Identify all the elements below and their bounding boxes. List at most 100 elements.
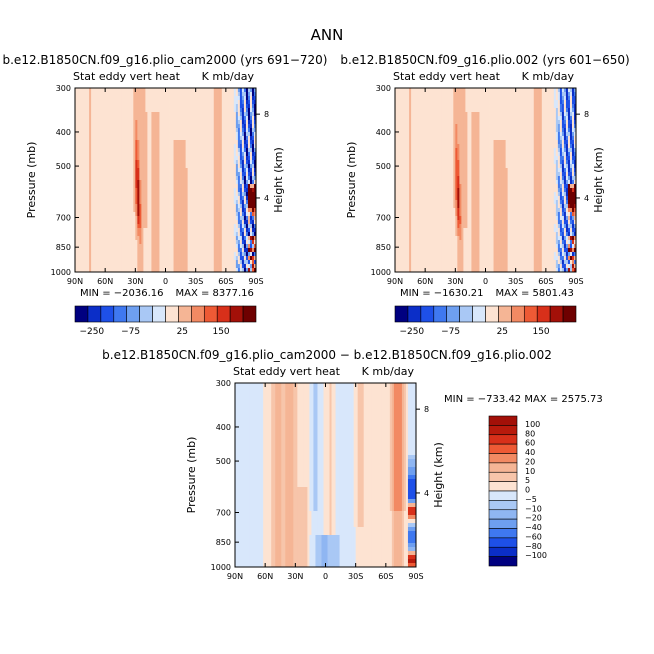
panel1-cell — [109, 200, 112, 205]
panel1-cell — [187, 188, 191, 193]
panel1-cell — [83, 216, 86, 221]
panel1-cell — [131, 228, 134, 233]
panel1-cell — [169, 176, 172, 181]
panel1-cell — [157, 252, 160, 257]
panel1-cell — [179, 100, 182, 105]
panel2-cell — [551, 116, 555, 121]
panel1-cell — [109, 188, 112, 193]
panel1-cell — [105, 268, 108, 273]
panel1-cell — [161, 264, 164, 269]
panel2-cell — [437, 100, 440, 105]
panel1-cell — [173, 268, 176, 273]
panel2-cell — [569, 100, 573, 105]
panel1-cell — [197, 116, 201, 121]
panel1-cell — [219, 184, 223, 189]
panel1-cell — [129, 164, 132, 169]
panel1-cell — [135, 204, 138, 209]
panel1-cell — [191, 148, 195, 153]
panel1-cell — [227, 224, 231, 229]
panel1-cell — [227, 112, 231, 117]
panel1-cell — [111, 140, 114, 145]
panel2-cell — [465, 104, 468, 109]
panel1-cell — [155, 104, 158, 109]
panel1-cell — [161, 152, 164, 157]
panel1-cell — [233, 180, 237, 185]
panel1-cell — [183, 180, 187, 185]
panel1-cell — [115, 140, 118, 145]
panel1-cell — [77, 264, 80, 269]
panel1-cell — [239, 136, 243, 141]
panel1-cell — [165, 268, 168, 273]
panel2-cell — [493, 100, 496, 105]
panel1-cell — [193, 100, 197, 105]
panel1-cell — [237, 164, 241, 169]
panel2-cell — [475, 104, 478, 109]
panel1-cell — [143, 256, 146, 261]
panel2-cell — [461, 104, 464, 109]
panel1-cell — [125, 152, 128, 157]
panel1-cell — [193, 132, 197, 137]
panel1-cell — [79, 180, 82, 185]
panel1-cell — [195, 224, 199, 229]
panel1-cell — [89, 180, 92, 185]
panel1-cell — [77, 144, 80, 149]
panel1-cell — [203, 260, 207, 265]
panel1-cell — [119, 92, 122, 97]
panel1-cell — [225, 188, 229, 193]
panel1-cell — [77, 112, 80, 117]
panel1-cell — [129, 92, 132, 97]
panel1-cell — [253, 216, 257, 221]
panel1-cell — [241, 224, 245, 229]
panel2-cell — [515, 104, 519, 109]
panel1-cell — [87, 200, 90, 205]
panel2-cell — [407, 112, 410, 117]
panel1-cell — [203, 224, 207, 229]
panel2-cell — [559, 92, 563, 97]
panel1-cell — [187, 164, 191, 169]
panel1-cell — [103, 256, 106, 261]
panel1-cell — [141, 128, 144, 133]
panel1-cell — [79, 216, 82, 221]
panel1-cell — [97, 204, 100, 209]
panel2-cell — [505, 88, 509, 93]
panel1-cell — [161, 256, 164, 261]
panel1-cell — [205, 148, 209, 153]
panel1-cell — [219, 116, 223, 121]
panel1-cell — [99, 176, 102, 181]
panel1-cell — [145, 268, 148, 273]
panel1-cell — [229, 88, 233, 93]
panel1-cell — [197, 156, 201, 161]
panel1-cell — [189, 140, 193, 145]
panel1-cell — [79, 204, 82, 209]
panel1-cell — [171, 108, 174, 113]
panel1-cell — [185, 244, 189, 249]
panel1-cell — [193, 180, 197, 185]
panel1-cell — [249, 252, 253, 257]
panel2-cell — [543, 96, 547, 101]
panel1-cell — [175, 168, 178, 173]
panel2-cell — [409, 96, 412, 101]
panel1-cell — [193, 176, 197, 181]
panel1-cell — [123, 108, 126, 113]
panel1-cell — [203, 252, 207, 257]
panel1-cell — [149, 256, 152, 261]
panel1-cell — [123, 188, 126, 193]
panel2-cell — [553, 100, 557, 105]
panel1-cell — [97, 108, 100, 113]
panel1-cell — [243, 172, 247, 177]
panel1-cell — [191, 192, 195, 197]
panel1-cell — [229, 200, 233, 205]
panel-1: b.e12.B1850CN.f09_g16.plio_cam2000 (yrs … — [3, 53, 328, 337]
panel1-cell — [167, 128, 170, 133]
panel1-cell — [237, 184, 241, 189]
panel1-cell — [117, 112, 120, 117]
panel1-cell — [127, 172, 130, 177]
panel1-cell — [233, 208, 237, 213]
panel2-cell — [493, 120, 496, 125]
panel1-cell — [135, 180, 138, 185]
panel1-cell — [201, 220, 205, 225]
panel1-cell — [133, 88, 136, 93]
panel1-cell — [139, 148, 142, 153]
panel2-cell — [557, 112, 561, 117]
panel1-cell — [123, 184, 126, 189]
